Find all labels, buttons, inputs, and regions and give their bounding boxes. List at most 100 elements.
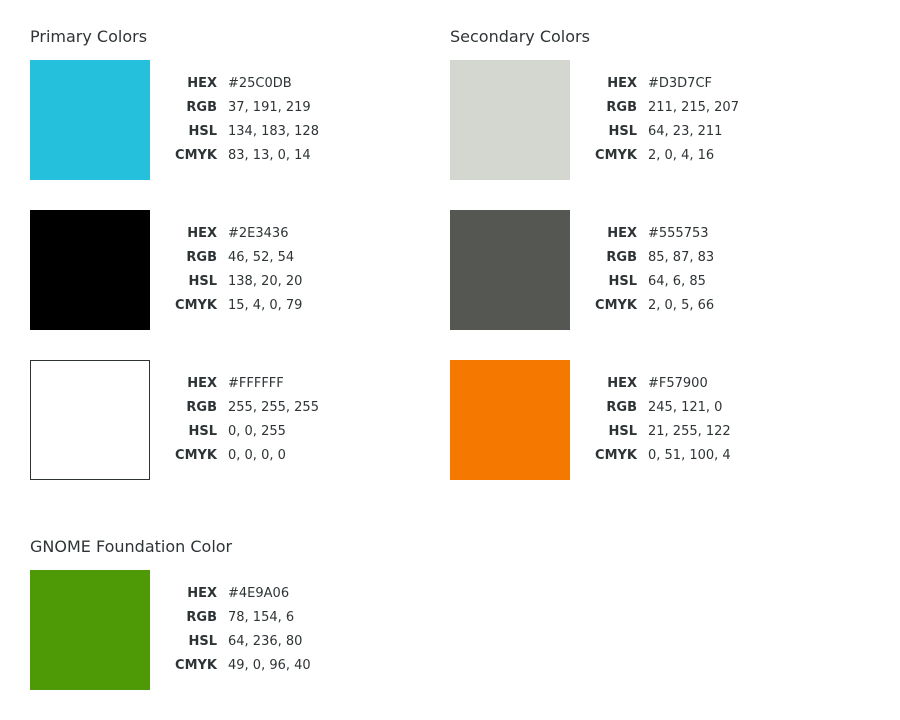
rgb-label: RGB (186, 610, 217, 625)
cmyk-line: CMYK 49, 0, 96, 40 (150, 654, 410, 678)
cmyk-value: 2, 0, 5, 66 (648, 298, 715, 313)
hex-label: HEX (187, 76, 217, 91)
cmyk-line: CMYK 83, 13, 0, 14 (150, 144, 410, 168)
rgb-value: 85, 87, 83 (648, 250, 715, 265)
hex-value: #25C0DB (228, 76, 292, 91)
hex-line: HEX #25C0DB (150, 72, 410, 96)
cmyk-value: 15, 4, 0, 79 (228, 298, 303, 313)
hex-label: HEX (187, 376, 217, 391)
rgb-line: RGB 211, 215, 207 (570, 96, 830, 120)
cmyk-line: CMYK 2, 0, 4, 16 (570, 144, 830, 168)
rgb-value: 245, 121, 0 (648, 400, 723, 415)
rgb-label: RGB (186, 400, 217, 415)
hsl-value: 134, 183, 128 (228, 124, 319, 139)
hsl-line: HSL 64, 236, 80 (150, 630, 410, 654)
hex-line: HEX #FFFFFF (150, 372, 410, 396)
hsl-label: HSL (188, 424, 217, 439)
cmyk-line: CMYK 0, 51, 100, 4 (570, 444, 830, 468)
color-specs: HEX #D3D7CF RGB 211, 215, 207 HSL 64, 23, 2… (570, 72, 830, 168)
cmyk-line: CMYK 2, 0, 5, 66 (570, 294, 830, 318)
hex-value: #F57900 (648, 376, 708, 391)
rgb-label: RGB (186, 250, 217, 265)
rgb-line: RGB 78, 154, 6 (150, 606, 410, 630)
color-entry: HEX #2E3436 RGB 46, 52, 54 HSL 138, 20, 20 … (30, 210, 430, 330)
hsl-line: HSL 138, 20, 20 (150, 270, 410, 294)
rgb-value: 37, 191, 219 (228, 100, 311, 115)
color-entry: HEX #D3D7CF RGB 211, 215, 207 HSL 64, 23, 2… (450, 60, 850, 180)
section-title: Primary Colors (30, 27, 148, 46)
hex-line: HEX #F57900 (570, 372, 830, 396)
color-swatch (450, 60, 570, 180)
hex-label: HEX (187, 586, 217, 601)
color-entry: HEX #555753 RGB 85, 87, 83 HSL 64, 6, 85 CM… (450, 210, 850, 330)
hsl-line: HSL 21, 255, 122 (570, 420, 830, 444)
cmyk-value: 83, 13, 0, 14 (228, 148, 311, 163)
cmyk-value: 2, 0, 4, 16 (648, 148, 715, 163)
cmyk-label: CMYK (175, 298, 217, 313)
hex-value: #4E9A06 (228, 586, 290, 601)
rgb-label: RGB (186, 100, 217, 115)
hsl-value: 64, 236, 80 (228, 634, 303, 649)
color-swatch (30, 60, 150, 180)
rgb-line: RGB 85, 87, 83 (570, 246, 830, 270)
color-swatch (450, 360, 570, 480)
color-swatch (30, 210, 150, 330)
hex-label: HEX (607, 226, 637, 241)
hsl-value: 138, 20, 20 (228, 274, 303, 289)
hsl-label: HSL (188, 634, 217, 649)
rgb-line: RGB 255, 255, 255 (150, 396, 410, 420)
hex-line: HEX #2E3436 (150, 222, 410, 246)
cmyk-value: 49, 0, 96, 40 (228, 658, 311, 673)
hsl-line: HSL 64, 6, 85 (570, 270, 830, 294)
cmyk-label: CMYK (175, 448, 217, 463)
hsl-label: HSL (608, 124, 637, 139)
color-entry: HEX #25C0DB RGB 37, 191, 219 HSL 134, 183, … (30, 60, 430, 180)
hex-line: HEX #4E9A06 (150, 582, 410, 606)
section-title: GNOME Foundation Color (30, 537, 233, 556)
color-specs: HEX #555753 RGB 85, 87, 83 HSL 64, 6, 85 CM… (570, 222, 830, 318)
rgb-value: 211, 215, 207 (648, 100, 739, 115)
hsl-value: 0, 0, 255 (228, 424, 286, 439)
cmyk-label: CMYK (175, 148, 217, 163)
color-specs: HEX #25C0DB RGB 37, 191, 219 HSL 134, 183, … (150, 72, 410, 168)
rgb-line: RGB 37, 191, 219 (150, 96, 410, 120)
hsl-label: HSL (188, 124, 217, 139)
rgb-value: 46, 52, 54 (228, 250, 295, 265)
hsl-label: HSL (608, 424, 637, 439)
cmyk-label: CMYK (595, 448, 637, 463)
hex-value: #2E3436 (228, 226, 289, 241)
hsl-line: HSL 134, 183, 128 (150, 120, 410, 144)
rgb-value: 78, 154, 6 (228, 610, 295, 625)
hex-line: HEX #D3D7CF (570, 72, 830, 96)
rgb-label: RGB (606, 100, 637, 115)
color-swatch (30, 360, 150, 480)
section-title: Secondary Colors (450, 27, 590, 46)
rgb-label: RGB (606, 250, 637, 265)
hex-label: HEX (607, 76, 637, 91)
hex-value: #D3D7CF (648, 76, 713, 91)
hsl-value: 64, 23, 211 (648, 124, 723, 139)
color-specs: HEX #FFFFFF RGB 255, 255, 255 HSL 0, 0, 255… (150, 372, 410, 468)
hsl-label: HSL (608, 274, 637, 289)
color-entry: HEX #FFFFFF RGB 255, 255, 255 HSL 0, 0, 255… (30, 360, 430, 480)
color-entry: HEX #4E9A06 RGB 78, 154, 6 HSL 64, 236, 80 … (30, 570, 430, 690)
color-swatch (30, 570, 150, 690)
color-specs: HEX #4E9A06 RGB 78, 154, 6 HSL 64, 236, 80 … (150, 582, 410, 678)
color-swatch (450, 210, 570, 330)
hex-value: #555753 (648, 226, 709, 241)
hsl-value: 64, 6, 85 (648, 274, 706, 289)
cmyk-label: CMYK (595, 148, 637, 163)
color-specs: HEX #2E3436 RGB 46, 52, 54 HSL 138, 20, 20 … (150, 222, 410, 318)
rgb-line: RGB 245, 121, 0 (570, 396, 830, 420)
cmyk-value: 0, 51, 100, 4 (648, 448, 731, 463)
hex-value: #FFFFFF (228, 376, 284, 391)
hsl-line: HSL 64, 23, 211 (570, 120, 830, 144)
hsl-line: HSL 0, 0, 255 (150, 420, 410, 444)
color-entry: HEX #F57900 RGB 245, 121, 0 HSL 21, 255, 12… (450, 360, 850, 480)
rgb-label: RGB (606, 400, 637, 415)
hex-label: HEX (607, 376, 637, 391)
hsl-label: HSL (188, 274, 217, 289)
cmyk-line: CMYK 15, 4, 0, 79 (150, 294, 410, 318)
rgb-value: 255, 255, 255 (228, 400, 319, 415)
cmyk-line: CMYK 0, 0, 0, 0 (150, 444, 410, 468)
